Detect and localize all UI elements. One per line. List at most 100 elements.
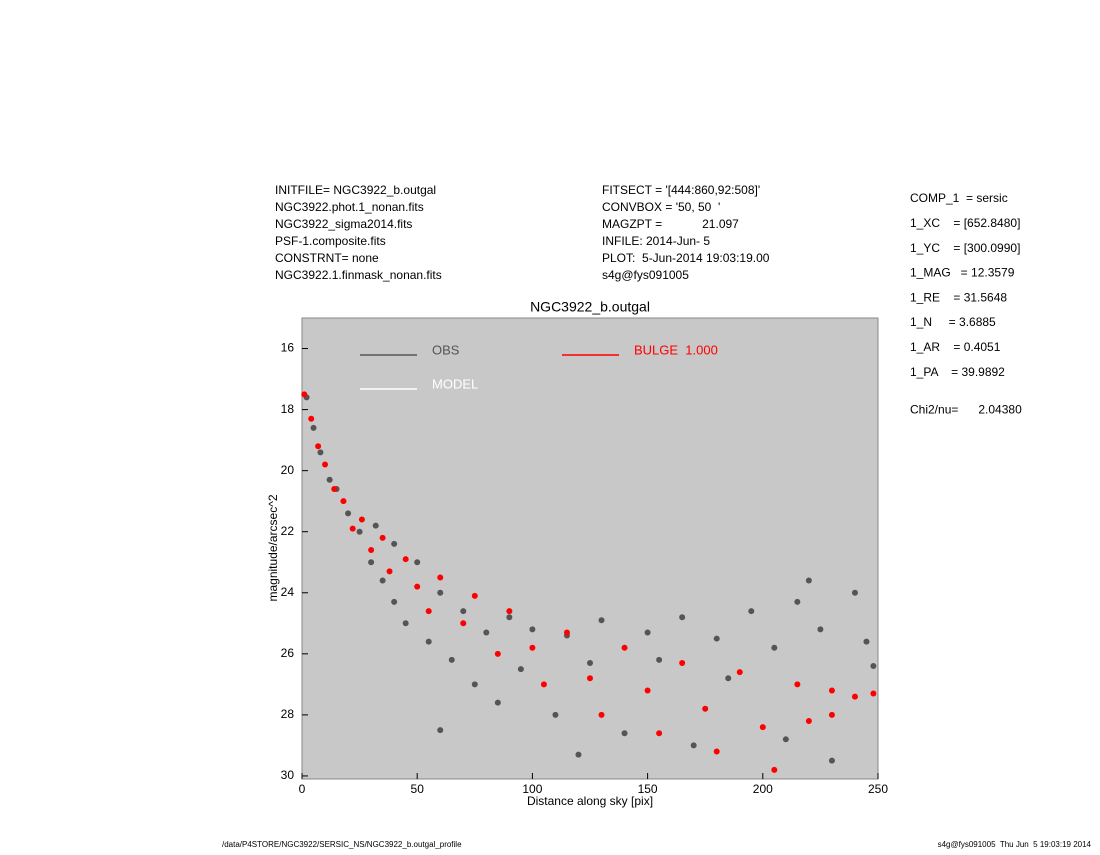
x-tick-label: 0 <box>299 782 306 796</box>
data-point <box>621 730 628 737</box>
fit-parameter: 1_YC = [300.0990] <box>910 241 1020 255</box>
data-point <box>391 540 398 547</box>
data-point <box>506 608 513 615</box>
data-point <box>828 687 835 694</box>
x-axis-label: Distance along sky [pix] <box>527 794 653 808</box>
data-point <box>679 614 686 621</box>
data-point <box>494 699 501 706</box>
x-tick-label: 50 <box>411 782 425 796</box>
fit-parameter: COMP_1 = sersic <box>910 191 1008 205</box>
data-point <box>326 476 333 483</box>
data-point <box>301 391 308 398</box>
data-point <box>782 736 789 743</box>
data-point <box>540 681 547 688</box>
data-point <box>805 717 812 724</box>
data-point <box>851 589 858 596</box>
data-point <box>598 711 605 718</box>
data-point <box>368 547 375 554</box>
data-point <box>598 617 605 624</box>
data-point <box>372 522 379 529</box>
plot-area <box>301 317 879 780</box>
data-point <box>315 443 322 450</box>
fit-parameter: 1_AR = 0.4051 <box>910 340 1001 354</box>
x-tick-label: 200 <box>753 782 773 796</box>
footer-left: /data/P4STORE/NGC3922/SERSIC_NS/NGC3922_… <box>222 840 462 849</box>
data-point <box>563 629 570 636</box>
data-point <box>656 656 663 663</box>
data-point <box>391 598 398 605</box>
fit-parameter: 1_RE = 31.5648 <box>910 290 1007 304</box>
fit-parameter: 1_XC = [652.8480] <box>910 216 1020 230</box>
chart-title: NGC3922_b.outgal <box>530 299 650 315</box>
data-point <box>794 598 801 605</box>
data-point <box>679 659 686 666</box>
data-point <box>425 638 432 645</box>
data-point <box>386 568 393 575</box>
data-point <box>863 638 870 645</box>
header-middle-line: FITSECT = '[444:860,92:508]' <box>602 183 760 197</box>
y-tick-label: 24 <box>281 585 295 599</box>
header-left-line: NGC3922_sigma2014.fits <box>275 217 412 231</box>
data-point <box>644 687 651 694</box>
data-point <box>471 681 478 688</box>
data-point <box>713 635 720 642</box>
data-point <box>425 608 432 615</box>
data-point <box>379 534 386 541</box>
x-tick-label: 150 <box>638 782 658 796</box>
header-left-line: CONSTRNT= none <box>275 251 379 265</box>
data-point <box>794 681 801 688</box>
data-point <box>402 620 409 627</box>
y-tick-label: 18 <box>281 402 295 416</box>
data-point <box>460 620 467 627</box>
data-point <box>345 510 352 517</box>
data-point <box>322 461 329 468</box>
y-tick-label: 28 <box>281 707 295 721</box>
header-middle-line: CONVBOX = '50, 50 ' <box>602 200 720 214</box>
data-point <box>828 757 835 764</box>
data-point <box>690 742 697 749</box>
data-point <box>644 629 651 636</box>
data-point <box>759 724 766 731</box>
y-tick-label: 26 <box>281 646 295 660</box>
data-point <box>494 650 501 657</box>
data-point <box>748 608 755 615</box>
fit-parameter: Chi2/nu= 2.04380 <box>910 403 1022 417</box>
data-point <box>358 516 365 523</box>
footer-right: s4g@fys091005 Thu Jun 5 19:03:19 2014 <box>938 840 1092 849</box>
data-point <box>656 730 663 737</box>
data-point <box>587 659 593 666</box>
data-point <box>414 583 421 590</box>
data-point <box>379 577 386 584</box>
header-middle-line: INFILE: 2014-Jun- 5 <box>602 234 710 248</box>
data-point <box>575 751 582 758</box>
data-point <box>870 663 877 670</box>
data-point <box>771 766 778 773</box>
legend-label: BULGE 1.000 <box>634 342 718 357</box>
x-tick-label: 250 <box>868 782 888 796</box>
data-point <box>517 666 524 673</box>
data-point <box>460 608 467 615</box>
data-point <box>471 592 478 599</box>
data-point <box>851 693 858 700</box>
fit-parameter: 1_PA = 39.9892 <box>910 365 1005 379</box>
x-tick-label: 100 <box>522 782 542 796</box>
data-point <box>317 449 324 456</box>
data-point <box>587 675 593 682</box>
data-point <box>437 574 444 581</box>
data-point <box>437 727 444 734</box>
data-point <box>448 656 455 663</box>
data-point <box>331 485 338 492</box>
data-point <box>529 626 536 633</box>
data-point <box>713 748 720 755</box>
data-point <box>552 711 559 718</box>
y-tick-label: 30 <box>281 768 295 782</box>
data-point <box>414 559 421 566</box>
data-point <box>736 669 743 676</box>
header-middle-line: MAGZPT = 21.097 <box>602 217 739 231</box>
header-middle-line: PLOT: 5-Jun-2014 19:03:19.00 <box>602 251 770 265</box>
data-point <box>310 424 317 431</box>
data-point <box>506 614 513 621</box>
header-left-line: NGC3922.1.finmask_nonan.fits <box>275 268 442 282</box>
